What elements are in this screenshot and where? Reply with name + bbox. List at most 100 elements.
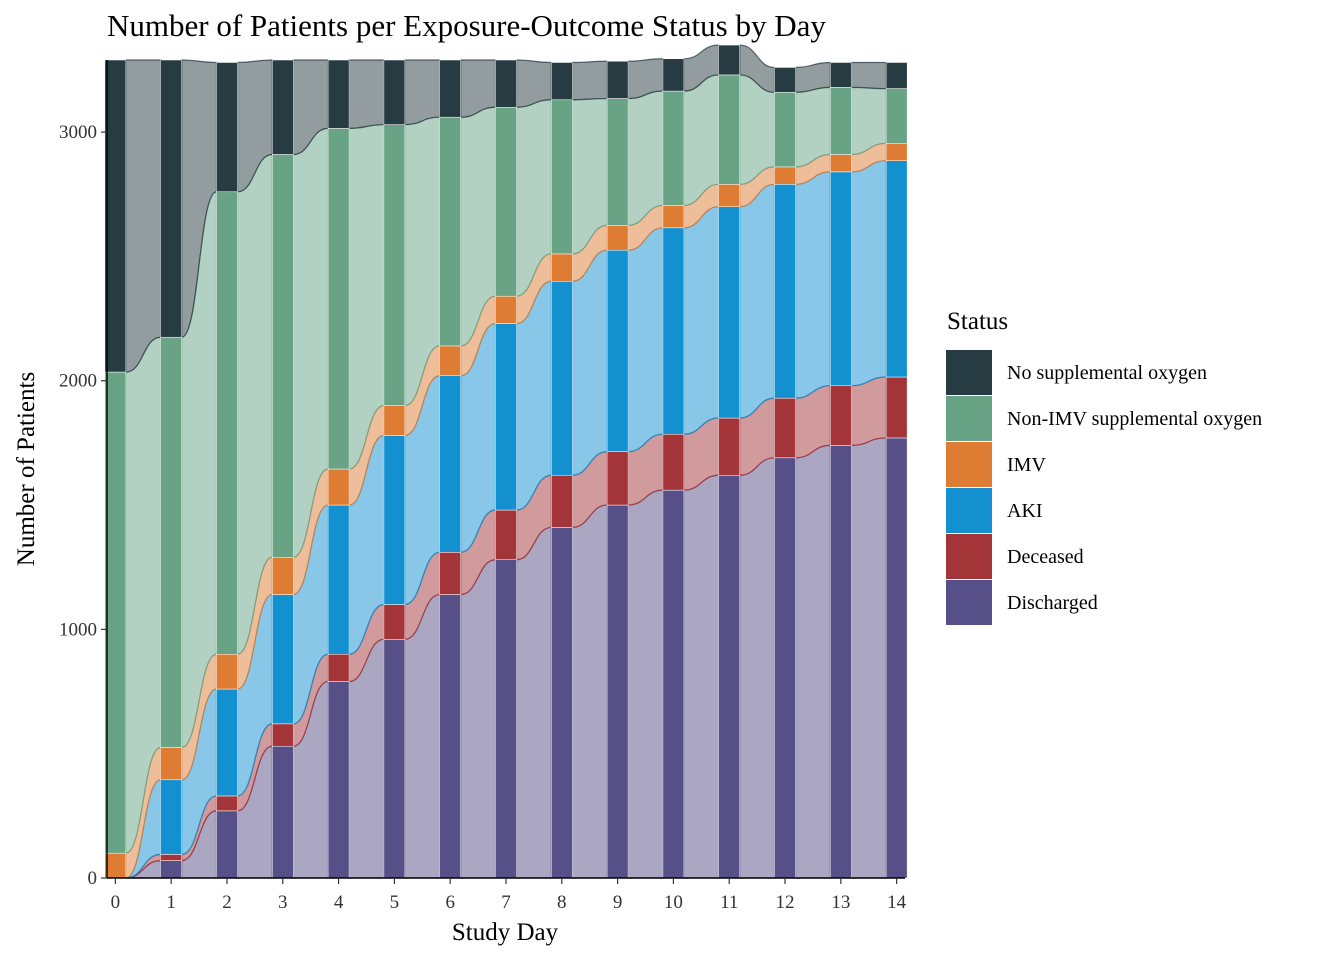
bar-deceased-day-1	[160, 854, 182, 861]
flow-discharged-day-7-to-8	[515, 526, 552, 879]
x-tick-label-5: 5	[390, 892, 400, 913]
x-tick-label-3: 3	[278, 892, 288, 913]
bar-imv-day-2	[216, 653, 238, 690]
legend-swatch-discharged	[946, 580, 992, 626]
y-tick-label-3000: 3000	[59, 122, 97, 143]
bar-imv-day-5	[383, 405, 406, 436]
x-tick-label-12: 12	[776, 892, 795, 913]
bar-deceased-day-10	[662, 433, 685, 491]
flow-no-supplemental-oxygen-day-13-to-14	[850, 61, 887, 90]
bar-aki-day-11	[718, 206, 740, 419]
x-tick-label-8: 8	[557, 892, 567, 913]
bar-discharged-day-5	[383, 639, 406, 879]
bar-discharged-day-13	[830, 445, 852, 879]
bar-imv-day-7	[495, 295, 517, 324]
bar-imv-day-14	[885, 143, 908, 161]
flow-aki-day-12-to-13	[794, 171, 831, 399]
bar-non-imv-supplemental-oxygen-day-13	[830, 87, 852, 155]
legend-swatch-imv	[946, 442, 992, 488]
bar-non-imv-supplemental-oxygen-day-8	[551, 99, 573, 255]
bar-imv-day-12	[774, 166, 796, 185]
bar-no-supplemental-oxygen-day-12	[774, 67, 796, 93]
flow-layer	[125, 44, 887, 879]
y-tick-label-2000: 2000	[59, 371, 97, 392]
bar-discharged-day-10	[662, 489, 685, 879]
bar-discharged-day-8	[551, 527, 573, 879]
x-tick-label-11: 11	[720, 892, 738, 913]
flow-discharged-day-9-to-10	[627, 489, 664, 879]
legend-item-aki: AKI	[946, 488, 1262, 534]
bar-discharged-day-2	[216, 810, 238, 879]
bar-imv-day-3	[272, 557, 294, 595]
flow-discharged-day-6-to-7	[460, 559, 497, 879]
legend-label-non-imv-supplemental-oxygen: Non-IMV supplemental oxygen	[1007, 407, 1263, 430]
bar-deceased-day-13	[830, 385, 852, 446]
flow-discharged-day-11-to-12	[739, 457, 776, 879]
bar-non-imv-supplemental-oxygen-day-6	[439, 116, 461, 347]
flow-non-imv-supplemental-oxygen-day-12-to-13	[794, 86, 831, 168]
bar-aki-day-10	[662, 227, 685, 435]
flow-no-supplemental-oxygen-day-4-to-5	[348, 59, 385, 129]
bar-non-imv-supplemental-oxygen-day-5	[383, 124, 406, 406]
legend-item-no-supplemental-oxygen: No supplemental oxygen	[946, 350, 1262, 396]
bar-non-imv-supplemental-oxygen-day-2	[216, 191, 238, 655]
bar-no-supplemental-oxygen-day-3	[272, 59, 294, 155]
bar-no-supplemental-oxygen-day-13	[830, 62, 852, 88]
bar-imv-day-13	[830, 154, 852, 173]
bar-no-supplemental-oxygen-day-9	[606, 60, 629, 99]
bar-deceased-day-8	[551, 474, 573, 528]
x-tick-label-1: 1	[166, 892, 176, 913]
bar-no-supplemental-oxygen-day-0	[104, 59, 127, 373]
bar-discharged-day-12	[774, 457, 796, 879]
bar-aki-day-14	[885, 160, 908, 378]
bar-aki-day-4	[327, 504, 350, 655]
bar-non-imv-supplemental-oxygen-day-11	[718, 74, 740, 185]
bar-deceased-day-9	[606, 451, 629, 506]
flow-discharged-day-10-to-11	[683, 474, 720, 879]
legend-item-discharged: Discharged	[946, 580, 1262, 626]
x-tick-label-0: 0	[111, 892, 121, 913]
bar-discharged-day-6	[439, 594, 461, 879]
flow-no-supplemental-oxygen-day-1-to-2	[181, 59, 218, 338]
flow-aki-day-11-to-12	[739, 183, 776, 419]
bar-non-imv-supplemental-oxygen-day-7	[495, 106, 517, 297]
flow-no-supplemental-oxygen-day-0-to-1	[125, 59, 162, 373]
legend-item-imv: IMV	[946, 442, 1262, 488]
legend-swatch-aki	[946, 488, 992, 534]
flow-aki-day-9-to-10	[627, 227, 664, 453]
bar-no-supplemental-oxygen-day-7	[495, 59, 517, 108]
bar-non-imv-supplemental-oxygen-day-9	[606, 98, 629, 226]
legend-label-discharged: Discharged	[1007, 591, 1098, 614]
legend-label-imv: IMV	[1007, 453, 1046, 476]
bar-layer	[104, 44, 908, 879]
bar-imv-day-1	[160, 747, 182, 781]
bar-imv-day-4	[327, 468, 350, 506]
legend-item-deceased: Deceased	[946, 534, 1262, 580]
bar-no-supplemental-oxygen-day-10	[662, 58, 685, 92]
bar-imv-day-11	[718, 184, 740, 207]
bar-no-supplemental-oxygen-day-1	[160, 59, 182, 338]
flow-aki-day-13-to-14	[850, 160, 887, 387]
bar-aki-day-5	[383, 435, 406, 605]
bar-discharged-day-14	[885, 437, 908, 879]
bar-non-imv-supplemental-oxygen-day-1	[160, 336, 182, 748]
x-tick-label-9: 9	[613, 892, 623, 913]
legend-title: Status	[947, 308, 1009, 335]
bar-imv-day-9	[606, 225, 629, 251]
bar-imv-day-10	[662, 205, 685, 229]
bar-aki-day-13	[830, 171, 852, 386]
bar-deceased-day-5	[383, 604, 406, 640]
bar-aki-day-9	[606, 249, 629, 452]
legend-label-deceased: Deceased	[1007, 545, 1084, 568]
flow-non-imv-supplemental-oxygen-day-9-to-10	[627, 90, 664, 226]
bar-discharged-day-1	[160, 860, 182, 879]
bar-discharged-day-7	[495, 559, 517, 879]
x-tick-label-14: 14	[887, 892, 907, 913]
flow-no-supplemental-oxygen-day-5-to-6	[404, 59, 441, 126]
x-tick-label-10: 10	[664, 892, 683, 913]
legend-item-non-imv-supplemental-oxygen: Non-IMV supplemental oxygen	[946, 396, 1262, 442]
bar-no-supplemental-oxygen-day-5	[383, 59, 406, 125]
bar-aki-day-8	[551, 281, 573, 476]
legend-label-aki: AKI	[1007, 499, 1043, 522]
bar-non-imv-supplemental-oxygen-day-4	[327, 128, 350, 470]
